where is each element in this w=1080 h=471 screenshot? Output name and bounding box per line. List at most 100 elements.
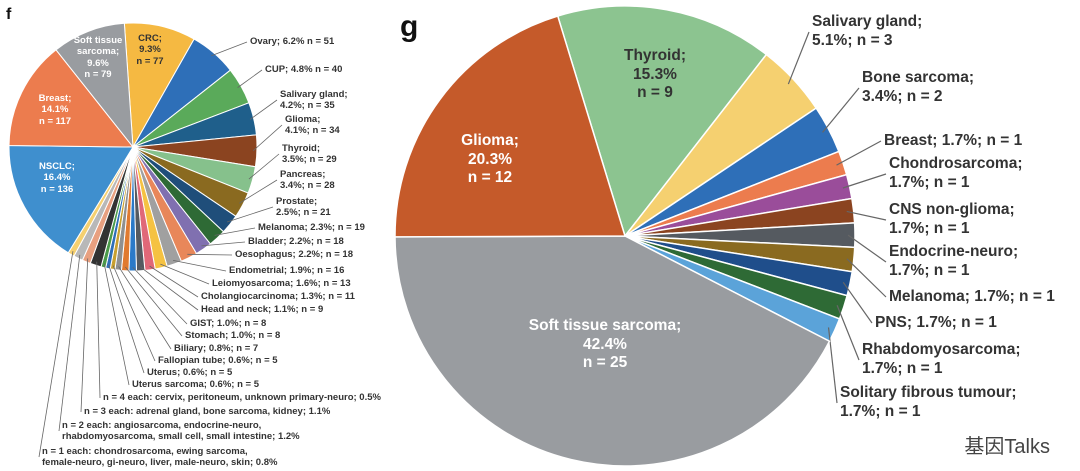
slice-label-line: 20.3%	[468, 150, 512, 168]
leader-line	[248, 153, 280, 180]
slice-label: Bladder; 2.2%; n = 18	[248, 236, 344, 247]
slice-label-line: n = 12	[467, 169, 513, 187]
leader-line	[252, 124, 283, 152]
slice-label: Ovary; 6.2% n = 51	[250, 36, 334, 47]
leader-line	[214, 227, 256, 236]
slice-label-line: Soft tissue	[73, 35, 123, 47]
slice-label: Uterus; 0.6%; n = 5	[147, 367, 232, 378]
slice-label-line: 9.6%	[87, 58, 109, 69]
slice-label-line: Pancreas;	[280, 168, 326, 180]
pie-slice-soft-tissue-sarcoma	[55, 22, 134, 149]
slice-label: Thyroid; 3.5%; n = 29	[282, 143, 337, 166]
slice-label: Solitary fibrous tumour; 1.7%; n = 1	[840, 384, 1017, 421]
slice-label-line: 3.4%; n = 2	[862, 87, 943, 105]
slice-label-line: Endometrial; 1.9%; n = 16	[229, 265, 345, 277]
panel-label-g: g	[400, 10, 419, 43]
slice-label-line: Melanoma; 2.3%; n = 19	[258, 222, 365, 234]
leader-line	[842, 281, 873, 324]
slice-label-line: sarcoma;	[76, 46, 120, 58]
slice-label-line: 42.4%	[583, 335, 627, 353]
slice-label-line: Rhabdomyosarcoma;	[862, 341, 1021, 359]
slice-label: CUP; 4.8% n = 40	[265, 64, 342, 75]
slice-label-line: 1.7%; n = 1	[889, 173, 970, 191]
leader-line	[149, 265, 199, 298]
leader-line	[160, 263, 210, 285]
slice-label-line: Bone sarcoma;	[862, 69, 974, 87]
slice-label-line: CNS non-glioma;	[889, 201, 1015, 219]
leader-line	[237, 69, 263, 88]
slice-label-line: Prostate;	[276, 195, 318, 207]
leader-line	[118, 266, 172, 350]
slice-label: n = 2 each: angiosarcoma, endocrine-neur…	[62, 420, 300, 443]
slice-label: Cholangiocarcinoma; 1.3%; n = 11	[201, 291, 355, 302]
slice-label: Chondrosarcoma; 1.7%; n = 1	[889, 155, 1023, 192]
slice-label: Melanoma; 1.7%; n = 1	[889, 288, 1055, 307]
pie-slice-nsclc	[8, 145, 134, 254]
slice-label-line: Glioma;	[285, 113, 321, 125]
leader-line	[38, 251, 74, 458]
leader-line	[239, 179, 278, 204]
slice-label-line: 15.3%	[633, 65, 677, 83]
leader-line	[226, 206, 274, 223]
slice-label-line: Ovary; 6.2% n = 51	[250, 36, 335, 48]
leader-line	[132, 267, 188, 325]
slice-label-line: CUP; 4.8% n = 40	[265, 64, 343, 76]
pie-slice-breast	[8, 49, 135, 148]
slice-label: Breast; 1.7%; n = 1	[884, 132, 1022, 151]
slice-label-line: n = 136	[40, 183, 74, 195]
slice-label: Fallopian tube; 0.6%; n = 5	[158, 355, 278, 366]
slice-label: Oesophagus; 2.2%; n = 18	[235, 249, 353, 260]
pie-slice-soft-tissue-sarcoma	[394, 235, 831, 467]
slice-label-line: 4.2%; n = 35	[280, 99, 335, 111]
slice-label-line: Salivary gland;	[280, 88, 348, 100]
slice-label-line: Solitary fibrous tumour;	[840, 384, 1017, 402]
slice-label-line: n = 79	[84, 69, 112, 81]
slice-label: Endometrial; 1.9%; n = 16	[229, 265, 344, 276]
slice-label-line: n = 77	[136, 55, 164, 67]
slice-label-line: Cholangiocarcinoma; 1.3%; n = 11	[201, 291, 355, 303]
leader-line	[846, 258, 887, 298]
slice-label-line: n = 3 each: adrenal gland, bone sarcoma,…	[84, 406, 331, 418]
slice-label-line: Salivary gland;	[812, 13, 923, 31]
slice-label-line: PNS; 1.7%; n = 1	[875, 313, 997, 331]
slice-label-line: 2.5%; n = 21	[276, 206, 331, 218]
leader-line	[822, 87, 860, 133]
slice-label-line: Chondrosarcoma;	[889, 155, 1023, 173]
leader-line	[187, 253, 233, 256]
slice-label-line: Head and neck; 1.1%; n = 9	[201, 304, 324, 316]
slice-label: CRC; 9.3% n = 77	[136, 33, 163, 67]
leader-line	[836, 305, 860, 361]
leader-line	[172, 260, 227, 272]
slice-label-line: Endocrine-neuro;	[889, 243, 1019, 261]
leader-line	[827, 327, 838, 404]
slice-label-line: 3.5%; n = 29	[282, 153, 337, 165]
slice-label: Thyroid; 15.3% n = 9	[624, 47, 686, 103]
slice-label: Soft tissue sarcoma; 42.4% n = 25	[529, 317, 681, 373]
leader-line	[787, 31, 810, 85]
slice-label-line: 1.7%; n = 1	[840, 402, 921, 420]
slice-label-line: Uterus; 0.6%; n = 5	[147, 367, 233, 379]
slice-label-line: Fallopian tube; 0.6%; n = 5	[158, 355, 278, 367]
slice-label-line: Stomach; 1.0%; n = 8	[185, 330, 281, 342]
leader-line	[140, 266, 199, 311]
leader-line	[842, 173, 887, 189]
slice-label-line: 16.4%	[43, 172, 71, 184]
slice-label: Prostate; 2.5%; n = 21	[276, 196, 331, 219]
leader-line	[836, 140, 882, 166]
leader-line	[249, 99, 278, 120]
slice-label: CNS non-glioma; 1.7%; n = 1	[889, 201, 1015, 238]
watermark: 基因Talks	[964, 436, 1050, 458]
pie-slice-glioma	[394, 15, 627, 238]
panel-label-f: f	[6, 6, 12, 23]
slice-label: Soft tissue sarcoma; 9.6% n = 79	[74, 35, 123, 81]
slice-label-line: Oesophagus; 2.2%; n = 18	[235, 249, 353, 261]
slice-label: Melanoma; 2.3%; n = 19	[258, 222, 365, 233]
slice-label-line: Thyroid;	[282, 142, 320, 154]
leader-line	[211, 41, 248, 57]
leader-line	[112, 265, 156, 362]
slice-label-line: n = 1 each: chondrosarcoma, ewing sarcom…	[42, 445, 248, 457]
slice-label-line: n = 117	[39, 115, 71, 127]
slice-label: n = 4 each: cervix, peritoneum, unknown …	[103, 392, 381, 403]
